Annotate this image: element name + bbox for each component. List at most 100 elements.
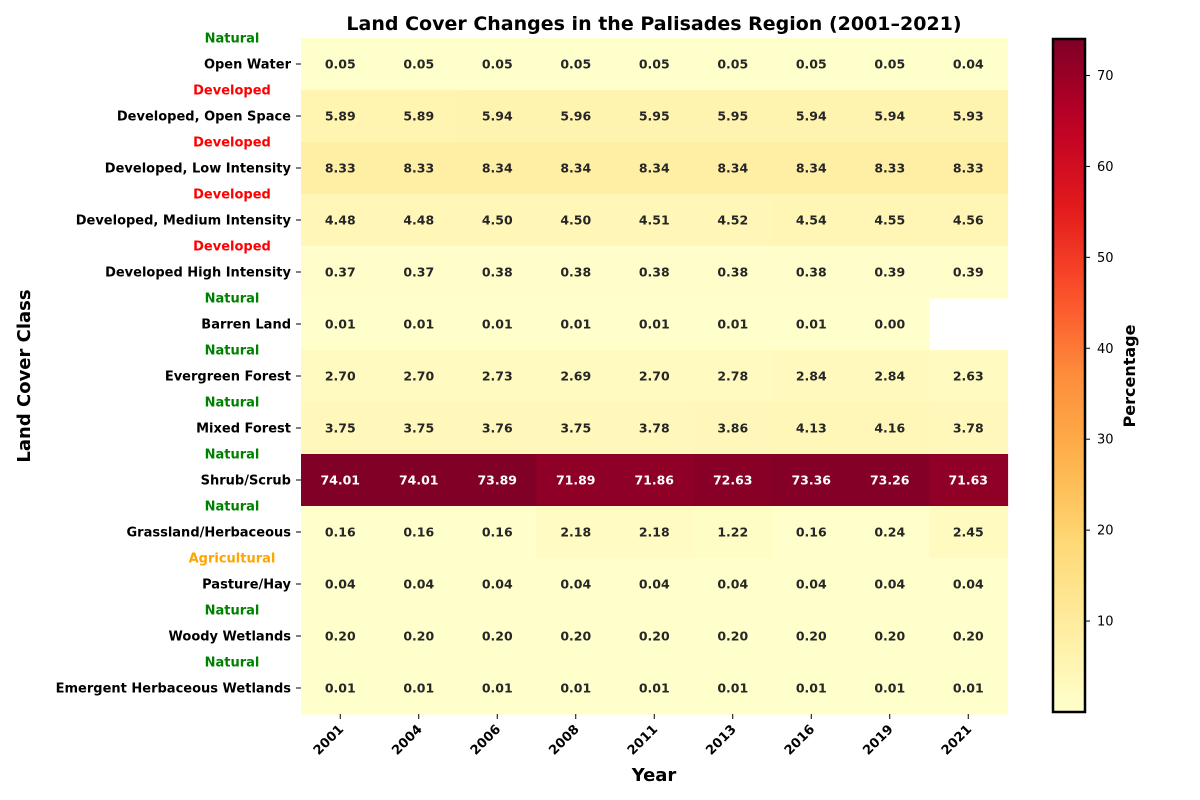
x-tick-label: 2001 (311, 722, 347, 758)
heatmap-cell (850, 246, 930, 299)
heatmap-cell (772, 194, 852, 247)
cell-value-label: 3.75 (325, 421, 356, 436)
cell-value-label: 0.01 (325, 681, 356, 696)
heatmap-cell (458, 558, 538, 611)
cell-value-label: 0.20 (796, 629, 827, 644)
x-tick-label: 2011 (625, 722, 661, 758)
cell-value-label: 0.01 (482, 317, 513, 332)
heatmap-cell (536, 142, 616, 195)
heatmap-cell (301, 350, 381, 403)
x-axis-title: Year (631, 765, 677, 786)
y-tick-label: Shrub/Scrub (201, 474, 291, 489)
cell-value-label: 0.05 (403, 57, 434, 72)
colorbar-tick-label: 40 (1097, 342, 1114, 357)
colorbar-tick-label: 50 (1097, 251, 1114, 266)
cell-value-label: 0.05 (482, 57, 513, 72)
heatmap-cell (929, 350, 1009, 403)
cell-value-label: 0.01 (796, 681, 827, 696)
heatmap-cell (693, 194, 773, 247)
heatmap-cell (693, 558, 773, 611)
cell-value-label: 0.05 (796, 57, 827, 72)
heatmap-cell (458, 662, 538, 715)
category-label: Natural (205, 604, 260, 619)
heatmap-cell (379, 246, 459, 299)
cell-value-label: 0.04 (403, 577, 434, 592)
heatmap-cell (615, 402, 695, 455)
heatmap-cell (458, 298, 538, 351)
heatmap-cell (929, 38, 1009, 91)
cell-value-label: 5.95 (639, 109, 670, 124)
y-tick-label: Developed, Open Space (117, 110, 291, 125)
cell-value-label: 5.96 (560, 109, 591, 124)
heatmap-cell (458, 610, 538, 663)
cell-value-label: 0.20 (953, 629, 984, 644)
heatmap-cell (772, 38, 852, 91)
cell-value-label: 5.94 (482, 109, 513, 124)
heatmap-cell (929, 90, 1009, 143)
y-tick-label: Open Water (204, 58, 292, 73)
cell-value-label: 0.01 (953, 681, 984, 696)
category-label: Natural (205, 32, 260, 47)
heatmap-cell (615, 246, 695, 299)
cell-value-label: 0.16 (482, 525, 513, 540)
heatmap-cell (301, 246, 381, 299)
heatmap-cell (379, 402, 459, 455)
category-label: Developed (193, 240, 271, 255)
cell-value-label: 2.84 (796, 369, 827, 384)
cell-value-label: 5.89 (403, 109, 434, 124)
cell-value-label: 72.63 (713, 473, 753, 488)
cell-value-label: 8.33 (325, 161, 356, 176)
cell-value-label: 2.45 (953, 525, 984, 540)
cell-value-label: 4.51 (639, 213, 670, 228)
heatmap-cell (379, 610, 459, 663)
heatmap-cell (772, 662, 852, 715)
heatmap-cell (458, 246, 538, 299)
y-tick-label: Grassland/Herbaceous (127, 526, 292, 541)
cell-value-label: 8.34 (560, 161, 591, 176)
heatmap-cell (772, 610, 852, 663)
heatmap-cell (772, 454, 852, 507)
cell-value-label: 0.01 (717, 681, 748, 696)
cell-value-label: 0.05 (560, 57, 591, 72)
heatmap-cell (379, 662, 459, 715)
colorbar-tick-label: 30 (1097, 433, 1114, 448)
cell-value-label: 0.37 (325, 265, 356, 280)
cell-value-label: 0.01 (796, 317, 827, 332)
category-label: Agricultural (189, 552, 276, 567)
cell-value-label: 2.18 (560, 525, 591, 540)
category-label: Natural (205, 396, 260, 411)
cell-value-label: 0.39 (953, 265, 984, 280)
heatmap-cell (458, 402, 538, 455)
cell-value-label: 0.01 (560, 681, 591, 696)
heatmap-cell (301, 194, 381, 247)
cell-value-label: 8.33 (403, 161, 434, 176)
category-label: Natural (205, 500, 260, 515)
heatmap-cell (772, 90, 852, 143)
heatmap-cell (536, 90, 616, 143)
category-label: Natural (205, 656, 260, 671)
cell-value-label: 5.93 (953, 109, 984, 124)
cell-value-label: 71.86 (634, 473, 674, 488)
heatmap-cell (379, 298, 459, 351)
heatmap-cell (458, 142, 538, 195)
heatmap-cell (536, 350, 616, 403)
cell-value-label: 0.16 (796, 525, 827, 540)
cell-value-label: 5.89 (325, 109, 356, 124)
cell-value-label: 8.34 (717, 161, 748, 176)
cell-value-label: 0.01 (403, 317, 434, 332)
cell-value-label: 4.56 (953, 213, 984, 228)
colorbar-tick-label: 20 (1097, 524, 1114, 539)
cell-value-label: 0.01 (639, 681, 670, 696)
cell-value-label: 0.01 (325, 317, 356, 332)
heatmap-cell (301, 662, 381, 715)
cell-value-label: 3.75 (560, 421, 591, 436)
category-label: Developed (193, 84, 271, 99)
cell-value-label: 0.38 (717, 265, 748, 280)
heatmap-cell (615, 194, 695, 247)
heatmap-cell (693, 506, 773, 559)
heatmap-cell (301, 402, 381, 455)
heatmap-cell (301, 298, 381, 351)
x-tick-label: 2019 (860, 722, 896, 758)
row-labels: Open Water Natural Developed, Open Space De… (56, 32, 301, 697)
heatmap-cell (693, 38, 773, 91)
